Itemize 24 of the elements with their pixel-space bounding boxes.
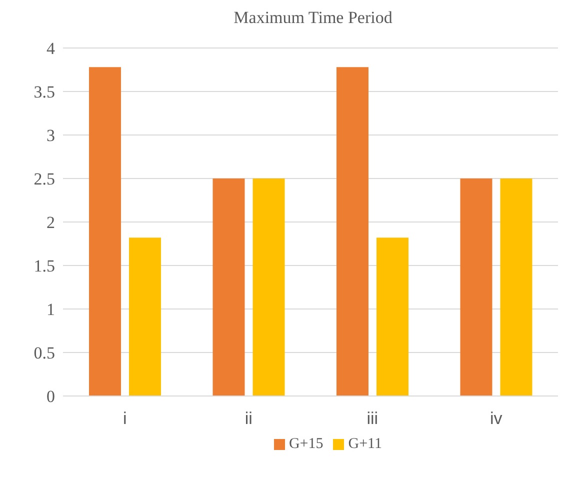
y-tick-label: 0 xyxy=(46,387,55,406)
bar xyxy=(336,67,368,396)
bar xyxy=(376,238,408,396)
y-tick-label: 0.5 xyxy=(34,344,55,363)
x-tick-label: iii xyxy=(366,409,378,428)
y-tick-label: 2.5 xyxy=(34,170,55,189)
y-tick-label: 2 xyxy=(46,213,55,232)
legend-label: G+15 xyxy=(288,436,324,452)
x-tick-label: ii xyxy=(244,409,252,428)
bar xyxy=(88,67,121,396)
bar xyxy=(252,178,285,396)
bar xyxy=(500,178,532,396)
chart-title: Maximum Time Period xyxy=(232,8,394,28)
y-tick-label: 1.5 xyxy=(34,256,55,276)
y-tick-label: 3 xyxy=(46,126,55,146)
x-tick-label: iv xyxy=(490,409,503,428)
bar xyxy=(128,238,161,396)
x-tick-label: i xyxy=(122,409,127,428)
legend-label: G+11 xyxy=(348,436,382,452)
bar xyxy=(212,178,245,396)
y-tick-label: 4 xyxy=(46,39,56,58)
bar xyxy=(460,178,492,396)
y-tick-label: 1 xyxy=(46,300,55,320)
y-tick-label: 3.5 xyxy=(34,82,55,102)
